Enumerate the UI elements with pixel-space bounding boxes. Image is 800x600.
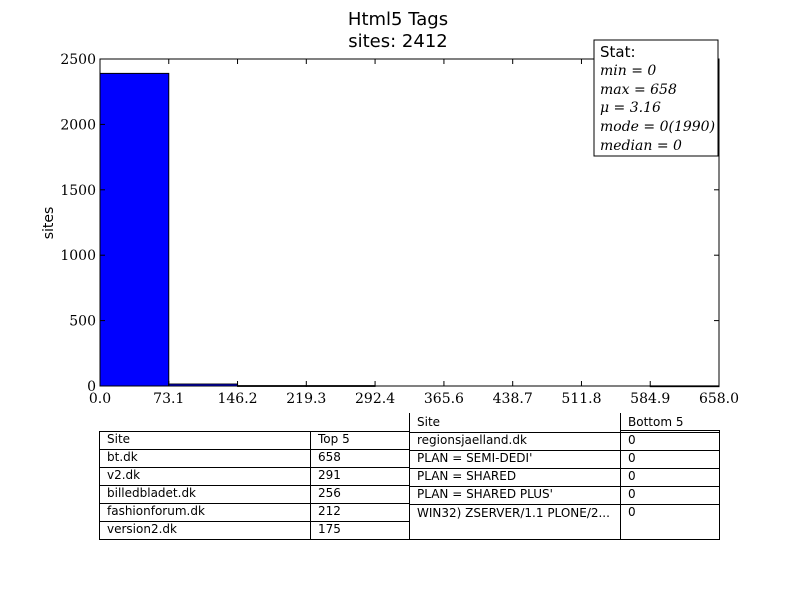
bottom-table-row-2-site: PLAN = SEMI-DEDI'	[417, 451, 533, 465]
x-tick-2: 73.1	[153, 59, 184, 407]
chart-subtitle: sites: 2412	[348, 31, 447, 52]
y-tick-label-1: 0	[87, 379, 96, 395]
x-tick-label-3: 146.2	[217, 391, 257, 407]
stats-box: Stat: min = 0 max = 658 μ = 3.16 mode = …	[593, 39, 719, 157]
x-tick-5: 292.4	[355, 59, 395, 407]
plot-frame	[99, 58, 720, 387]
bottom-table-row-5-value: 0	[628, 505, 636, 519]
y-tick-label-4: 1500	[60, 183, 96, 199]
bottom-table: Site Bottom 5 regionsjaelland.dk 0 PLAN …	[409, 413, 720, 540]
bottom-table-row-3-value: 0	[628, 469, 636, 483]
stats-mode: mode = 0(1990)	[600, 119, 715, 135]
x-tick-4: 219.3	[286, 59, 326, 407]
x-tick-label-6: 365.6	[424, 391, 464, 407]
x-tick-6: 365.6	[424, 59, 464, 407]
y-tick-3: 1000	[60, 248, 719, 264]
y-tick-label-5: 2000	[60, 117, 96, 133]
stats-mean: μ = 3.16	[600, 100, 661, 116]
top-table-row-2-site: v2.dk	[107, 468, 141, 482]
bottom-table-row-1-value: 0	[628, 433, 636, 447]
stats-median: median = 0	[600, 138, 682, 154]
y-tick-2: 500	[69, 314, 719, 330]
top-table: Site Top 5 bt.dk 658 v2.dk 291 billedbla…	[99, 431, 410, 540]
top-table-row-3-site: billedbladet.dk	[107, 486, 197, 500]
x-tick-label-2: 73.1	[153, 391, 184, 407]
x-tick-3: 146.2	[217, 59, 258, 407]
top-table-row-2-value: 291	[318, 468, 341, 482]
bottom-table-row-4-value: 0	[628, 487, 636, 501]
x-tick-7: 438.7	[493, 59, 533, 407]
top-table-header-top5: Top 5	[318, 432, 350, 446]
top-table-header-site: Site	[107, 432, 131, 446]
bottom-table-row-3-site: PLAN = SHARED	[417, 469, 517, 483]
y-tick-4: 1500	[60, 183, 719, 199]
x-tick-label-4: 219.3	[286, 391, 326, 407]
top-table-row-4-site: fashionforum.dk	[107, 504, 205, 518]
stats-min: min = 0	[600, 63, 656, 79]
x-tick-label-7: 438.7	[493, 391, 533, 407]
x-tick-label-5: 292.4	[355, 391, 395, 407]
histogram-bar-1	[99, 72, 170, 387]
y-axis-label: sites	[41, 207, 57, 240]
bottom-table-row-4-site: PLAN = SHARED PLUS'	[417, 487, 553, 501]
chart-title: Html5 Tags	[348, 9, 448, 30]
bottom-table-header-bottom5: Bottom 5	[628, 415, 684, 429]
stats-max: max = 658	[600, 82, 677, 98]
top-table-row-5-site: version2.dk	[107, 522, 177, 536]
top-table-row-3-value: 256	[318, 486, 341, 500]
top-table-row-4-value: 212	[318, 504, 341, 518]
top-table-row-1-site: bt.dk	[107, 450, 138, 464]
bottom-table-row-1-site: regionsjaelland.dk	[417, 433, 527, 447]
bottom-table-grid	[409, 413, 720, 540]
top-table-row-1-value: 658	[318, 450, 341, 464]
bottom-table-row-2-value: 0	[628, 451, 636, 465]
x-tick-label-10: 658.0	[699, 391, 739, 407]
x-tick-label-8: 511.8	[561, 391, 601, 407]
y-tick-label-6: 2500	[60, 52, 96, 68]
stats-title: Stat:	[600, 43, 636, 61]
x-tick-label-9: 584.9	[630, 391, 670, 407]
y-tick-label-2: 500	[69, 314, 96, 330]
histogram-chart: Html5 Tags sites: 2412 sites 0.0 73.1 146.…	[41, 9, 739, 407]
bottom-table-row-5-site: WIN32) ZSERVER/1.1 PLONE/2...	[417, 506, 610, 520]
x-tick-8: 511.8	[561, 59, 602, 407]
top-table-row-5-value: 175	[318, 522, 341, 536]
x-tick-label-1: 0.0	[89, 391, 111, 407]
axis-ticks: 0.0 73.1 146.2 219.3 292.4 365.6 438.7 511.8 584…	[60, 52, 739, 407]
stats-box-frame	[593, 39, 719, 157]
y-tick-label-3: 1000	[60, 248, 96, 264]
bottom-table-header-site: Site	[417, 415, 441, 429]
